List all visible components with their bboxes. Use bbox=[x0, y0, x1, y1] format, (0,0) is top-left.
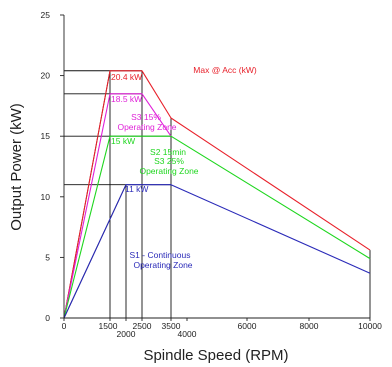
y-tick-label-2: 10 bbox=[41, 192, 51, 202]
x-tick-label-7: 8000 bbox=[300, 321, 319, 331]
annotation-8: Operating Zone bbox=[139, 166, 198, 176]
x-tick-label-1: 1500 bbox=[99, 321, 118, 331]
y-tick-label-4: 20 bbox=[41, 71, 51, 81]
x-tick-label-0: 0 bbox=[62, 321, 67, 331]
x-tick-label-6: 6000 bbox=[238, 321, 257, 331]
series-line-3 bbox=[63, 184, 371, 319]
y-axis-title: Output Power (kW) bbox=[8, 103, 25, 231]
y-tick-label-3: 15 bbox=[41, 131, 51, 141]
x-axis-title: Spindle Speed (RPM) bbox=[143, 347, 288, 364]
x-tick-label-3: 2500 bbox=[133, 321, 152, 331]
series-line-1 bbox=[63, 93, 172, 319]
reference-lines bbox=[63, 70, 371, 319]
series-line-2 bbox=[63, 135, 371, 319]
annotation-4: Operating Zone bbox=[117, 122, 176, 132]
annotation-2: 18.5 kW bbox=[111, 94, 142, 104]
annotation-5: 15 kW bbox=[111, 136, 135, 146]
series-line-0 bbox=[63, 70, 371, 319]
annotation-0: 20.4 kW bbox=[111, 72, 142, 82]
annotation-9: 11 kW bbox=[125, 184, 148, 194]
x-tick-label-8: 10000 bbox=[358, 321, 382, 331]
annotation-3: S3 15% bbox=[131, 112, 161, 122]
annotation-1: Max @ Acc (kW) bbox=[193, 65, 257, 75]
x-tick-label-5: 4000 bbox=[178, 329, 197, 339]
x-tick-label-2: 2000 bbox=[117, 329, 136, 339]
y-tick-label-0: 0 bbox=[45, 313, 50, 323]
x-tick-label-4: 3500 bbox=[162, 321, 181, 331]
annotation-7: S3 25% bbox=[154, 156, 184, 166]
y-tick-label-1: 5 bbox=[45, 252, 50, 262]
series-lines bbox=[63, 70, 371, 319]
y-tick-label-5: 25 bbox=[41, 10, 51, 20]
annotation-10: S1 - Continuous bbox=[130, 250, 191, 260]
annotation-11: Operating Zone bbox=[133, 260, 192, 270]
axes bbox=[63, 15, 370, 319]
annotation-6: S2 15min bbox=[150, 147, 186, 157]
